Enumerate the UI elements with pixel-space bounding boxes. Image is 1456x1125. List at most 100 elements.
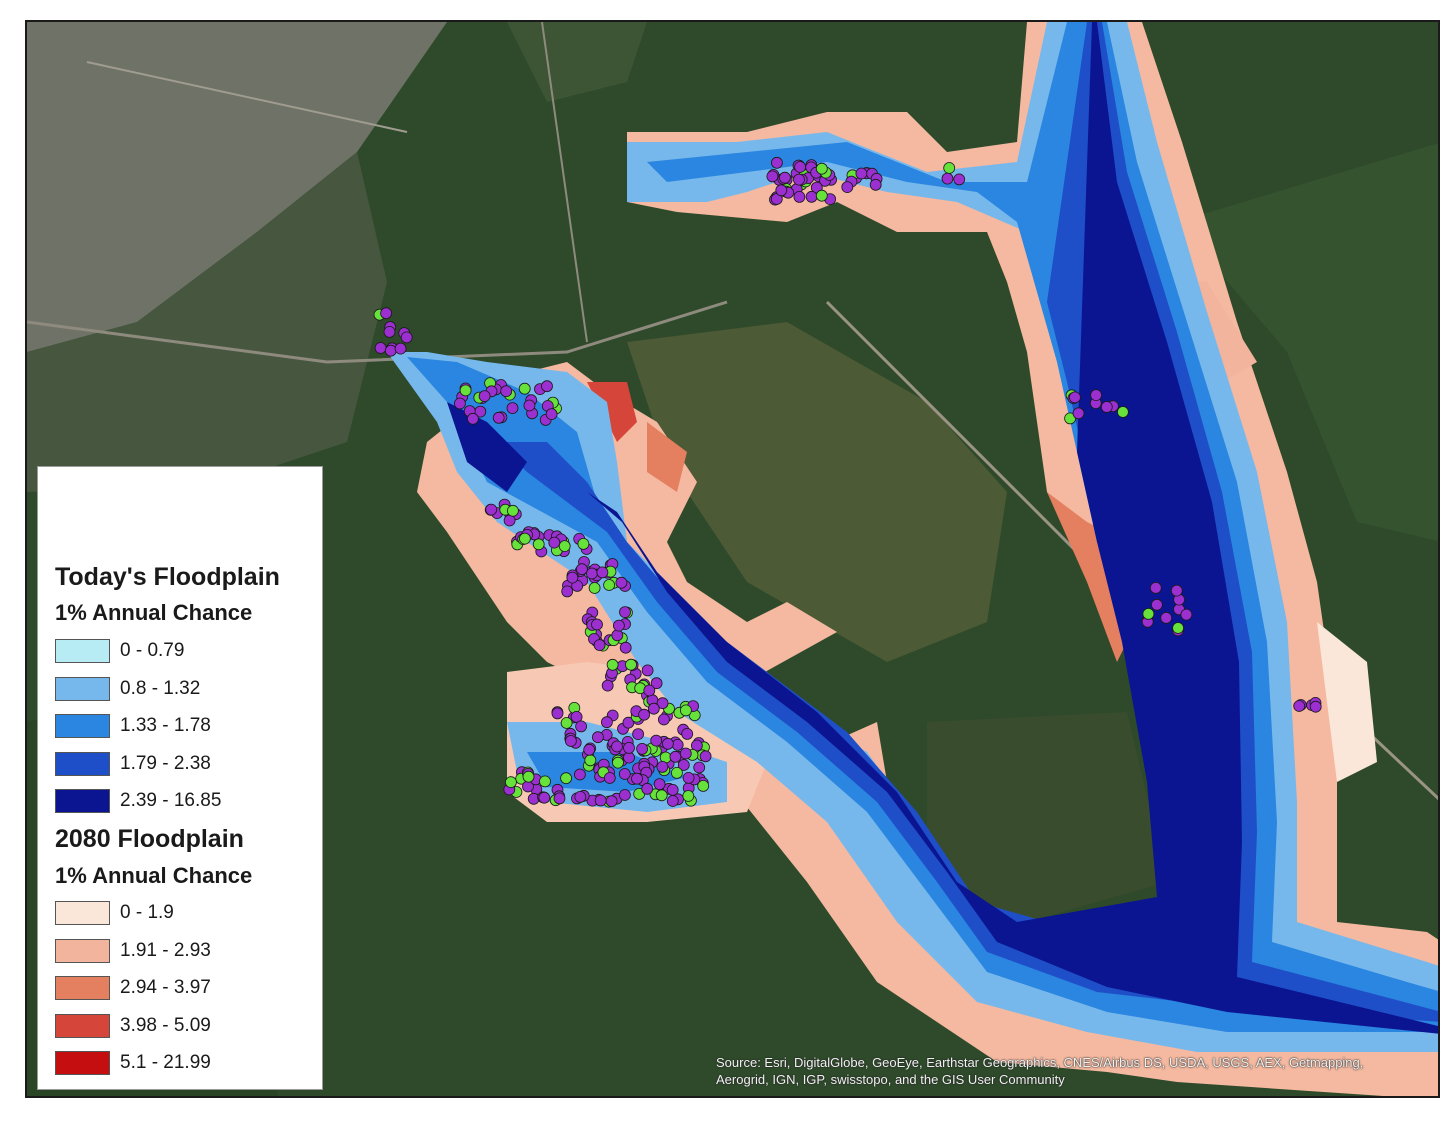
property-point — [492, 411, 505, 424]
property-point — [574, 791, 587, 803]
property-point — [666, 784, 679, 796]
property-point — [647, 702, 660, 715]
property-point — [650, 677, 663, 690]
property-point — [611, 740, 623, 753]
property-point — [669, 750, 682, 763]
property-point — [697, 780, 710, 792]
property-point — [638, 708, 650, 721]
property-point — [612, 756, 624, 769]
property-point — [603, 772, 616, 784]
property-point — [583, 743, 596, 756]
property-point — [561, 585, 574, 598]
property-point — [1160, 612, 1173, 624]
legend-class-row: 0.8 - 1.32 — [55, 676, 200, 702]
property-point — [1090, 389, 1102, 402]
property-point — [841, 181, 854, 194]
property-point — [384, 344, 397, 357]
legend-class-label: 0 - 1.9 — [120, 902, 174, 923]
legend-swatch — [55, 714, 110, 738]
property-point — [779, 171, 791, 184]
property-point — [793, 173, 805, 186]
property-point — [636, 743, 648, 755]
legend-class-row: 3.98 - 5.09 — [55, 1013, 211, 1039]
property-point — [625, 658, 637, 671]
property-point — [566, 571, 579, 584]
property-point — [623, 742, 635, 754]
property-point — [1151, 598, 1163, 611]
property-point — [815, 189, 828, 202]
property-point — [619, 789, 631, 801]
property-point — [601, 716, 613, 729]
property-point — [1149, 582, 1162, 594]
property-point — [656, 761, 669, 773]
property-point — [383, 325, 396, 338]
property-point — [518, 532, 531, 545]
property-point — [548, 536, 561, 549]
legend-swatch — [55, 901, 110, 925]
property-point — [570, 711, 583, 723]
property-point — [1117, 406, 1129, 418]
property-point — [613, 619, 625, 632]
property-point — [693, 761, 706, 774]
property-point — [1172, 622, 1184, 634]
property-point — [1293, 700, 1306, 712]
legend-swatch — [55, 751, 110, 776]
property-point — [588, 582, 601, 594]
legend-swatch — [55, 938, 110, 963]
property-points-layer — [373, 156, 1322, 808]
property-point — [1170, 584, 1183, 597]
property-point — [805, 190, 818, 203]
property-point — [594, 794, 607, 807]
property-point — [611, 629, 624, 642]
property-point — [522, 770, 535, 783]
property-point — [558, 540, 571, 552]
property-point — [538, 791, 551, 804]
property-point — [682, 772, 695, 784]
property-point — [596, 566, 609, 579]
property-point — [553, 792, 566, 805]
legend-class-row: 5.1 - 21.99 — [55, 1050, 211, 1076]
legend-swatch — [55, 976, 110, 1000]
property-point — [682, 790, 695, 802]
property-point — [606, 658, 619, 671]
property-point — [943, 162, 956, 174]
property-point — [615, 576, 628, 589]
legend-swatch — [55, 639, 110, 663]
property-point — [603, 579, 615, 591]
property-point — [641, 664, 654, 677]
property-point — [459, 384, 472, 397]
legend-class-label: 2.94 - 3.97 — [120, 977, 211, 998]
property-point — [400, 331, 413, 344]
property-point — [680, 704, 692, 717]
map-frame[interactable]: Today's Floodplain 1% Annual Chance 0 - … — [25, 20, 1440, 1098]
property-point — [504, 776, 517, 789]
property-point — [1069, 391, 1081, 404]
property-point — [671, 739, 684, 751]
legend-class-row: 1.33 - 1.78 — [55, 713, 211, 739]
legend-class-label: 0 - 0.79 — [120, 640, 185, 661]
legend-class-row: 2.94 - 3.97 — [55, 975, 211, 1001]
property-point — [655, 789, 668, 802]
property-point — [619, 606, 631, 618]
property-point — [374, 342, 387, 354]
property-point — [532, 538, 545, 551]
property-point — [478, 390, 491, 403]
property-point — [565, 735, 577, 747]
legend-title-2080: 2080 Floodplain — [55, 825, 244, 853]
legend-subtitle-today: 1% Annual Chance — [55, 600, 253, 625]
legend-class-label: 1.91 - 2.93 — [120, 939, 211, 961]
property-point — [500, 385, 513, 398]
legend-swatch — [55, 1051, 110, 1075]
property-point — [1142, 608, 1155, 620]
property-point — [601, 679, 614, 692]
property-point — [523, 399, 536, 412]
property-point — [653, 778, 666, 790]
property-point — [586, 567, 598, 580]
property-point — [545, 408, 558, 421]
property-point — [605, 795, 618, 808]
property-point — [766, 170, 779, 183]
property-point — [1180, 608, 1193, 621]
property-point — [593, 639, 606, 651]
property-point — [771, 156, 783, 169]
legend-class-label: 1.33 - 1.78 — [120, 715, 211, 736]
